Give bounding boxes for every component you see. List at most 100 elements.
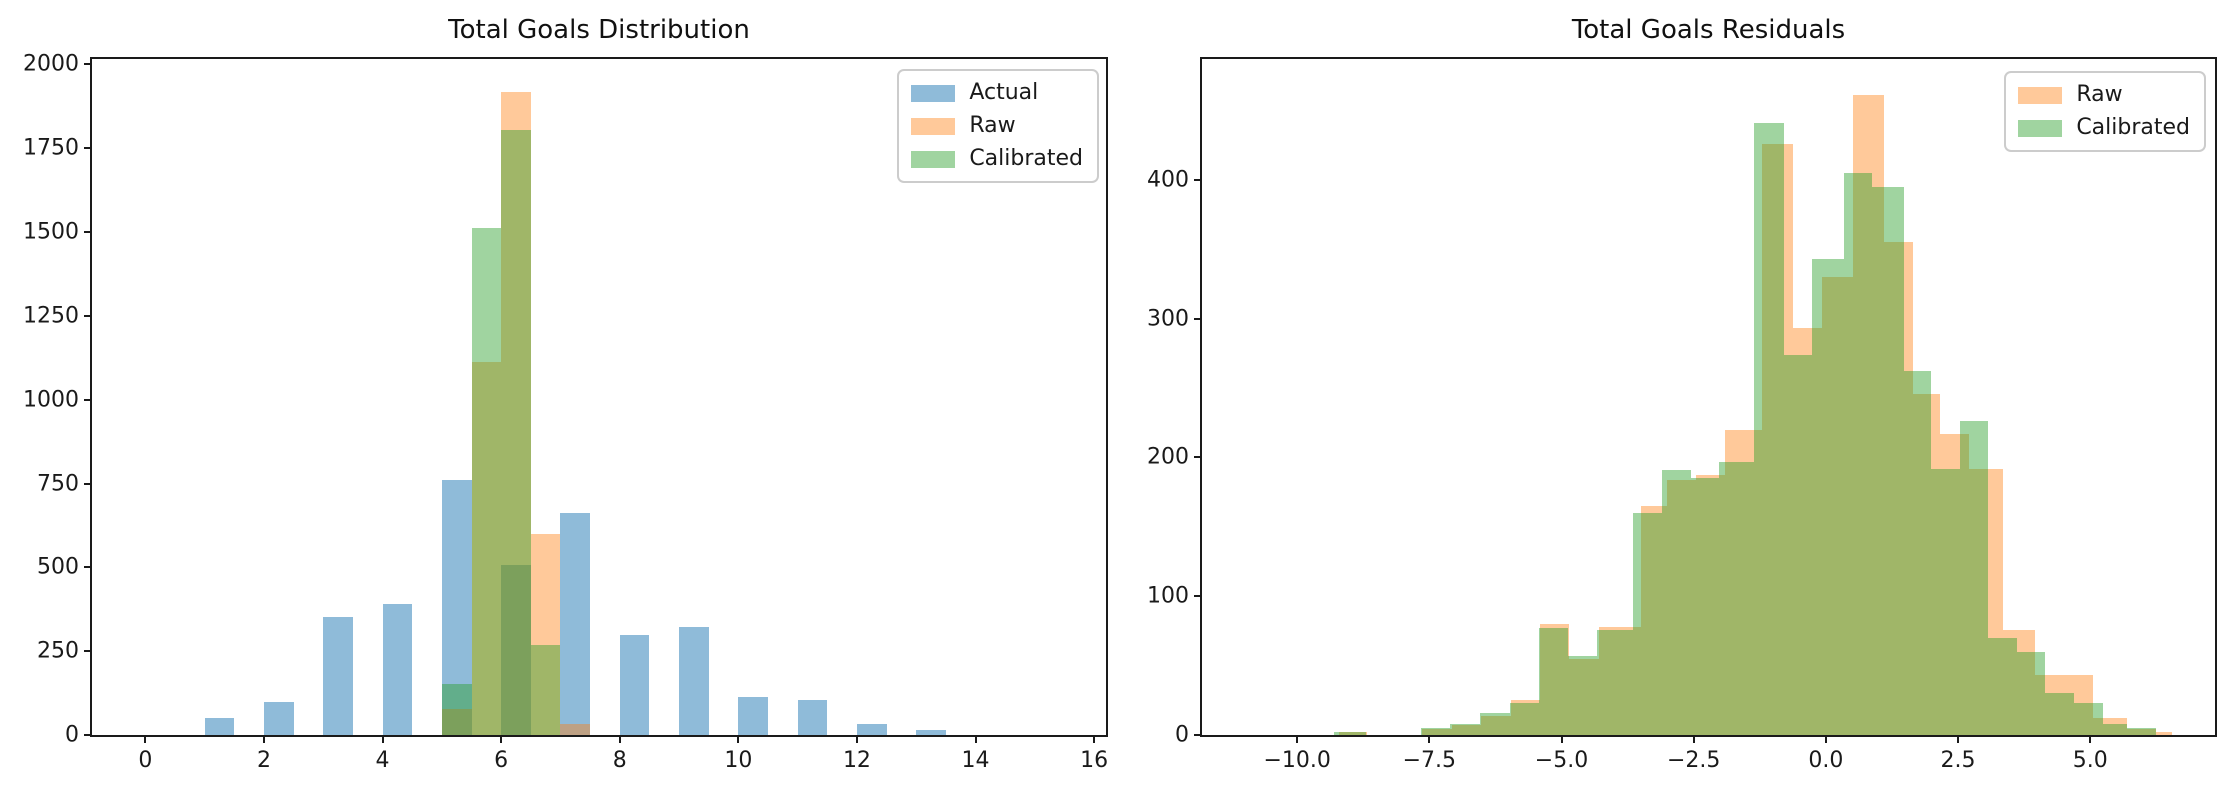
- y-tick: [84, 63, 92, 66]
- x-tick-label: 2: [256, 748, 271, 773]
- x-tick: [1093, 735, 1096, 743]
- histogram-bar-calibrated: [1568, 655, 1598, 735]
- histogram-bar-actual: [204, 718, 235, 735]
- x-tick-label: 6: [494, 748, 509, 773]
- plot-title: Total Goals Distribution: [448, 15, 750, 45]
- y-tick: [1194, 734, 1202, 736]
- histogram-bar-calibrated: [1719, 461, 1754, 735]
- histogram-bar-calibrated: [1872, 186, 1905, 735]
- x-tick-label: −10.0: [1263, 748, 1331, 773]
- histogram-bar-calibrated: [2074, 703, 2104, 735]
- x-tick: [1957, 735, 1960, 743]
- x-tick-label: 0.0: [1808, 748, 1844, 773]
- y-tick: [1194, 595, 1202, 598]
- legend-label: Raw: [969, 113, 1016, 138]
- histogram-bar-calibrated: [1783, 354, 1813, 735]
- histogram-bar-calibrated: [2045, 693, 2075, 735]
- histogram-bar-calibrated: [1904, 371, 1931, 735]
- histogram-bar-calibrated: [1812, 258, 1844, 735]
- histogram-bar-raw: [2034, 675, 2093, 735]
- legend-entry-raw: Raw: [2018, 82, 2190, 108]
- histogram-bar-calibrated: [1450, 723, 1480, 735]
- histogram-bar-actual: [619, 635, 650, 735]
- histogram-bar-raw: [1569, 658, 1599, 735]
- legend-label: Calibrated: [2076, 115, 2190, 140]
- legend-swatch-icon: [911, 84, 956, 102]
- y-tick-label: 400: [1147, 167, 1189, 193]
- histogram-bar-actual: [323, 616, 353, 735]
- y-tick: [84, 650, 92, 653]
- histogram-bar-calibrated: [471, 228, 502, 735]
- y-tick: [1194, 456, 1202, 459]
- histogram-bar-raw: [1540, 623, 1570, 735]
- histogram-bar-raw: [2002, 629, 2035, 735]
- histogram-bar-calibrated: [1988, 637, 2018, 735]
- histogram-bar-raw: [1480, 715, 1512, 735]
- legend-swatch-icon: [911, 117, 956, 135]
- legend-entry-calibrated: Calibrated: [911, 146, 1083, 172]
- histogram-bar-calibrated: [1539, 628, 1569, 735]
- x-tick: [2089, 735, 2092, 743]
- y-tick-label: 0: [1175, 722, 1189, 748]
- y-tick-label: 0: [65, 722, 79, 748]
- histogram-bar-calibrated: [1632, 512, 1662, 735]
- x-tick-label: −7.5: [1402, 748, 1457, 773]
- x-tick-label: 12: [842, 748, 871, 773]
- histogram-bar-calibrated: [1479, 712, 1511, 735]
- histogram-bar-raw: [1968, 468, 2003, 735]
- histogram-bar-raw: [2127, 729, 2157, 735]
- histogram-bar-raw: [1598, 626, 1641, 735]
- histogram-bar-raw: [1852, 95, 1885, 735]
- legend-label: Raw: [2076, 82, 2123, 107]
- y-tick-label: 1750: [23, 135, 79, 161]
- y-tick: [84, 734, 92, 736]
- histogram-bar-raw: [2092, 718, 2128, 735]
- y-tick-label: 300: [1147, 306, 1189, 332]
- histogram-bar-calibrated: [501, 130, 531, 735]
- histogram-bar-calibrated: [530, 645, 561, 735]
- histogram-bar-actual: [856, 723, 887, 735]
- histogram-bar-raw: [1762, 143, 1793, 735]
- x-tick-label: 4: [375, 748, 390, 773]
- histogram-bar-calibrated: [2103, 723, 2128, 735]
- histogram-bar-raw: [1422, 729, 1452, 735]
- legend-entry-actual: Actual: [911, 80, 1083, 106]
- histogram-bar-actual: [916, 729, 946, 735]
- y-tick-label: 750: [37, 471, 79, 496]
- histogram-bar-raw: [1725, 429, 1763, 735]
- histogram-bar-raw: [530, 534, 561, 735]
- histogram-bar-calibrated: [2017, 651, 2046, 735]
- histogram-bar-actual: [501, 564, 531, 735]
- y-tick: [84, 231, 92, 234]
- histogram-bar-raw: [1821, 276, 1853, 735]
- y-tick-label: 1000: [23, 387, 79, 413]
- histogram-bar-calibrated: [1843, 172, 1873, 735]
- histogram-bar-actual: [738, 697, 768, 735]
- x-tick-label: 5.0: [2072, 748, 2108, 773]
- y-tick: [84, 566, 92, 569]
- y-tick-label: 1250: [23, 303, 79, 329]
- legend-entry-calibrated: Calibrated: [2018, 115, 2190, 141]
- histogram-bar-raw: [1792, 328, 1822, 735]
- histogram-bar-raw: [1511, 700, 1541, 735]
- x-tick: [1296, 735, 1299, 743]
- legend-swatch-icon: [2018, 86, 2063, 104]
- y-tick: [84, 314, 92, 317]
- histogram-bar-calibrated: [1597, 629, 1633, 735]
- histogram-bar-raw: [1696, 475, 1726, 735]
- legend-swatch-icon: [911, 150, 956, 168]
- x-tick: [500, 735, 503, 743]
- plot-title: Total Goals Residuals: [1571, 15, 1846, 45]
- y-tick: [84, 147, 92, 150]
- y-tick-label: 250: [37, 638, 79, 664]
- histogram-bar-actual: [560, 512, 591, 735]
- x-tick: [974, 735, 977, 743]
- histogram-bar-actual: [382, 604, 413, 735]
- x-tick: [618, 735, 621, 743]
- x-tick: [262, 735, 265, 743]
- histogram-bar-raw: [1451, 725, 1481, 735]
- y-tick-label: 1500: [23, 219, 79, 245]
- x-tick-label: 10: [724, 748, 753, 773]
- y-tick-label: 2000: [23, 51, 79, 77]
